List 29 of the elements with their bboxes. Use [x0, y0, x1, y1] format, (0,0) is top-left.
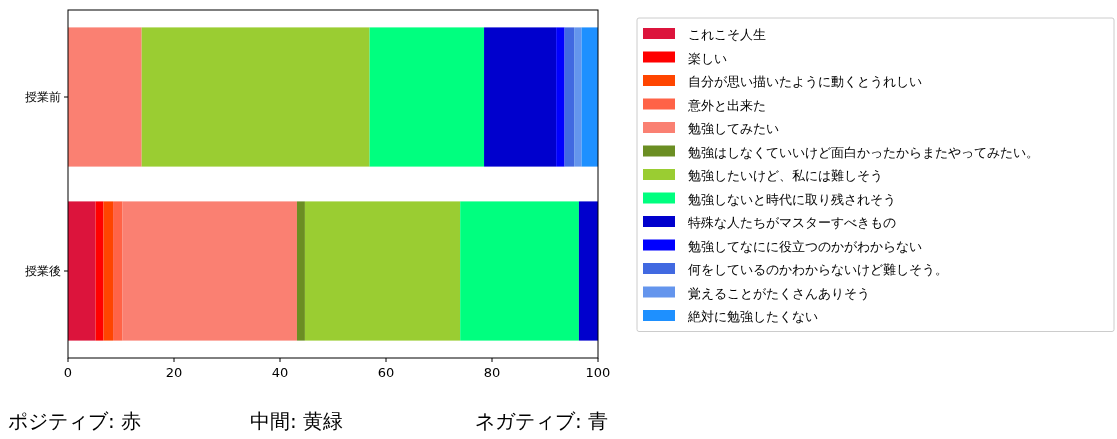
- legend-label: これこそ人生: [688, 27, 766, 42]
- y-tick-label: 授業前: [25, 90, 61, 104]
- y-tick-label: 授業後: [25, 264, 61, 278]
- bar: [578, 201, 598, 341]
- x-tick-label: 60: [377, 365, 395, 380]
- legend-label: 絶対に勉強したくない: [687, 309, 818, 324]
- legend-label: 勉強してみたい: [688, 121, 779, 136]
- legend-label: 勉強はしなくていいけど面白かったからまたやってみたい。: [688, 144, 1039, 160]
- bar: [68, 27, 142, 167]
- legend-label: 特殊な人たちがマスターすべきもの: [688, 215, 896, 230]
- x-tick-label: 40: [271, 365, 289, 380]
- x-tick-label: 20: [165, 365, 183, 380]
- legend-label: 勉強したいけど、私には難しそう: [688, 168, 883, 183]
- legend-label: 意外と出来た: [687, 97, 766, 113]
- legend-label: 勉強してなにに役立つのかがわからない: [688, 238, 922, 254]
- bar: [369, 27, 485, 167]
- x-tick-label: 0: [63, 365, 73, 380]
- legend-label: 自分が思い描いたように動くとうれしい: [688, 74, 922, 89]
- legend-label: 何をしているのかわからないけど難しそう。: [688, 262, 948, 277]
- x-tick-label: 80: [483, 365, 501, 380]
- text: ネガティブ: 青: [475, 409, 609, 433]
- bar: [141, 27, 370, 167]
- legend-label: 勉強しないと時代に取り残されそう: [688, 191, 896, 207]
- legend-label: 覚えることがたくさんありそう: [688, 285, 870, 301]
- text: ポジティブ: 赤: [8, 409, 142, 433]
- x-tick-label: 100: [585, 365, 611, 380]
- text: 中間: 黄緑: [250, 409, 344, 433]
- bar: [460, 201, 579, 341]
- legend-label: 楽しい: [688, 50, 727, 66]
